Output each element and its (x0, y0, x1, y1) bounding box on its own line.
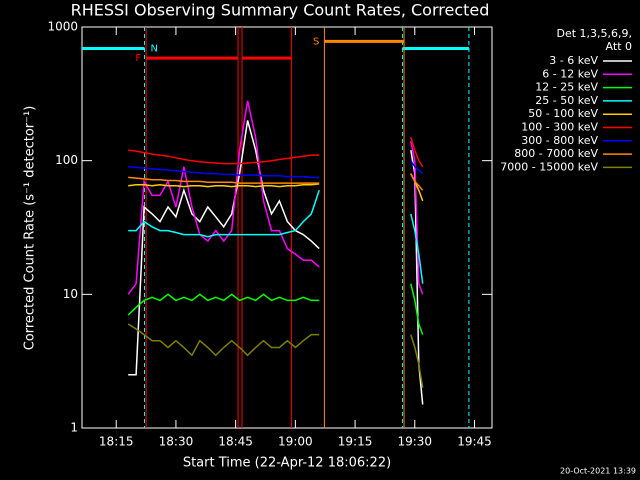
x-tick-label: 18:45 (218, 435, 253, 449)
x-tick-label: 18:30 (159, 435, 194, 449)
legend-label: 25 - 50 keV (535, 94, 598, 107)
legend-label: 50 - 100 keV (528, 107, 598, 120)
x-tick-label: 19:00 (278, 435, 313, 449)
x-axis-label: Start Time (22-Apr-12 18:06:22) (183, 456, 391, 471)
series-line (128, 160, 424, 179)
flag-label: N (150, 44, 157, 55)
series-line (127, 283, 424, 335)
legend-label: 12 - 25 keV (535, 81, 598, 94)
x-tick-label: 19:45 (457, 435, 492, 449)
legend-label: 300 - 800 keV (521, 134, 598, 147)
legend-title: Det 1,3,5,6,9, (556, 27, 632, 40)
flag-label: S (313, 36, 319, 47)
series-line (128, 120, 424, 405)
flag-label: F (135, 53, 141, 64)
footer: 20-Oct-2021 13:39 (560, 467, 636, 476)
y-axis-label: Corrected Count Rate (s⁻¹ detector⁻¹) (23, 106, 38, 351)
legend-label: 3 - 6 keV (549, 54, 598, 67)
y-tick-label: 1 (70, 421, 78, 435)
x-tick-label: 18:15 (99, 435, 134, 449)
series-line (128, 190, 424, 284)
series-line (128, 173, 424, 191)
series-line (127, 100, 424, 295)
x-tick-label: 19:30 (397, 435, 432, 449)
legend-label: 7000 - 15000 keV (500, 160, 598, 173)
series-line (127, 323, 424, 388)
legend-label: 800 - 7000 keV (514, 147, 598, 160)
series-line (128, 136, 424, 168)
y-tick-label: 100 (55, 153, 78, 167)
legend-label: 6 - 12 keV (542, 67, 598, 80)
y-tick-label: 10 (63, 287, 78, 301)
legend-label: 100 - 300 keV (521, 121, 598, 134)
legend-title: Att 0 (606, 40, 632, 53)
x-tick-label: 19:15 (338, 435, 373, 449)
plot-frame (81, 26, 493, 429)
chart-title: RHESSI Observing Summary Count Rates, Co… (71, 1, 490, 20)
y-tick-label: 1000 (47, 20, 78, 34)
